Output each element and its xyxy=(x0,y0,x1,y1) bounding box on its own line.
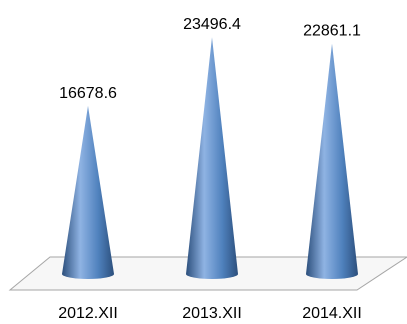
category-labels: 2012.XII 2013.XII 2014.XII xyxy=(58,305,362,322)
category-label-2012.XII: 2012.XII xyxy=(58,305,118,322)
data-label-2013.XII: 23496.4 xyxy=(183,16,241,33)
cone-bar-2013.XII xyxy=(186,37,238,280)
category-label-2013.XII: 2013.XII xyxy=(182,305,242,322)
category-label-2014.XII: 2014.XII xyxy=(302,305,362,322)
data-label-2012.XII: 16678.6 xyxy=(59,85,117,102)
data-labels: 16678.6 23496.4 22861.1 xyxy=(59,16,361,102)
cone-bar-2014.XII xyxy=(306,43,358,279)
cone-bar-2012.XII xyxy=(62,105,114,280)
cone-series xyxy=(62,37,358,280)
data-label-2014.XII: 22861.1 xyxy=(303,23,361,40)
